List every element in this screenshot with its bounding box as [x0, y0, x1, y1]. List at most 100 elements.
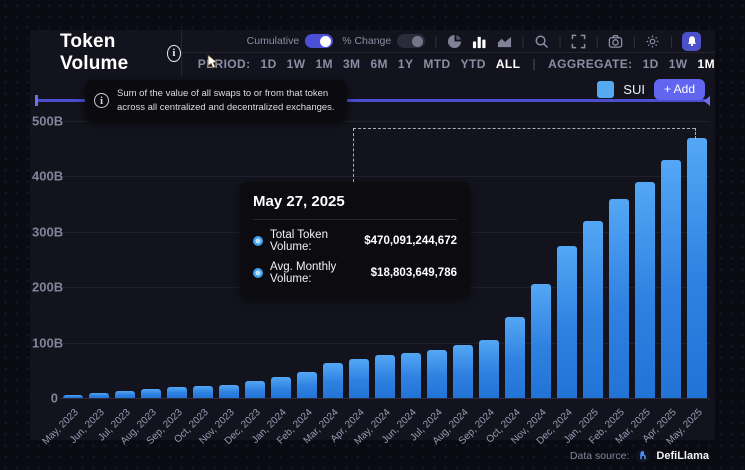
bar-feb-2025[interactable]	[609, 198, 629, 398]
aggregate-option-1w[interactable]: 1W	[668, 57, 688, 71]
bar-slot	[424, 121, 450, 398]
add-token-button[interactable]: + Add	[653, 79, 705, 100]
cumulative-toggle[interactable]: Cumulative	[247, 34, 334, 48]
bar-nov-2024[interactable]	[531, 284, 551, 398]
bar-aug-2024[interactable]	[453, 344, 473, 398]
y-tick-500B: 500B	[32, 113, 64, 129]
y-tick-300B: 300B	[32, 224, 64, 240]
period-option-3m[interactable]: 3M	[342, 57, 361, 71]
bar-slot	[294, 121, 320, 398]
bar-chart-icon[interactable]	[471, 33, 487, 49]
toolbar-divider: |	[521, 34, 525, 48]
bar-slot	[554, 121, 580, 398]
bar-jan-2024[interactable]	[271, 376, 291, 398]
bar-may-2025[interactable]	[687, 137, 707, 398]
bar-mar-2025[interactable]	[635, 181, 655, 398]
toolbar-divider: |	[669, 34, 673, 48]
legend: SUI + Add	[597, 79, 705, 100]
bar-slot	[320, 121, 346, 398]
pct-change-toggle-label: % Change	[342, 35, 392, 47]
fullscreen-icon[interactable]	[571, 33, 587, 49]
crosshair-vertical-left	[353, 128, 354, 182]
toolbar-row-top: Cumulative % Change | |	[181, 30, 715, 53]
toolbar-divider: |	[595, 34, 599, 48]
period-option-ytd[interactable]: YTD	[460, 57, 486, 71]
series-dot-icon	[253, 268, 263, 278]
bar-slot	[684, 121, 710, 398]
bar-slot	[190, 121, 216, 398]
period-option-all[interactable]: ALL	[495, 57, 521, 71]
period-option-1y[interactable]: 1Y	[397, 57, 414, 71]
bar-slot	[112, 121, 138, 398]
bar-slot	[502, 121, 528, 398]
bar-jun-2024[interactable]	[401, 352, 421, 398]
toolbar-divider: |	[632, 34, 636, 48]
bar-slot	[372, 121, 398, 398]
period-bar: PERIOD: 1D 1W 1M 3M 6M 1Y MTD YTD ALL | AGGREGAT…	[182, 53, 715, 75]
bar-slot	[164, 121, 190, 398]
aggregate-option-1m[interactable]: 1M	[697, 57, 715, 71]
bar-oct-2023[interactable]	[193, 386, 213, 398]
bar-slot	[658, 121, 684, 398]
period-option-6m[interactable]: 6M	[370, 57, 388, 71]
bar-feb-2024[interactable]	[297, 371, 317, 398]
aggregate-label: AGGREGATE:	[548, 57, 633, 71]
defillama-brand: DefiLlama	[656, 449, 709, 462]
bar-apr-2025[interactable]	[661, 159, 681, 398]
bar-jan-2025[interactable]	[583, 220, 603, 398]
bar-sep-2024[interactable]	[479, 339, 499, 398]
legend-label-sui[interactable]: SUI	[623, 82, 645, 97]
bar-apr-2024[interactable]	[349, 358, 369, 398]
gear-icon[interactable]	[645, 33, 661, 49]
info-tooltip-text: Sum of the value of all swaps to or from…	[117, 88, 335, 113]
bar-nov-2023[interactable]	[219, 384, 239, 398]
legend-swatch-sui[interactable]	[597, 81, 615, 98]
period-aggregate-divider: |	[532, 57, 537, 71]
bar-slot	[346, 121, 372, 398]
period-option-1m[interactable]: 1M	[315, 57, 333, 71]
info-icon[interactable]: i	[167, 44, 181, 62]
bell-icon[interactable]	[682, 31, 701, 51]
tooltip-row: Total Token Volume: $470,091,244,672	[253, 229, 457, 253]
aggregate-option-1d[interactable]: 1D	[642, 57, 659, 71]
tooltip-date: May 27, 2025	[253, 193, 457, 220]
brush-handle-left[interactable]	[35, 95, 38, 106]
bar-jul-2023[interactable]	[115, 391, 135, 398]
bar-oct-2024[interactable]	[505, 316, 525, 398]
toolbar-divider: |	[558, 34, 562, 48]
zoom-brush-bar[interactable]	[35, 95, 710, 106]
cumulative-toggle-switch[interactable]	[305, 34, 334, 48]
defillama-logo-icon	[635, 448, 651, 463]
pct-change-toggle[interactable]: % Change	[342, 34, 426, 48]
bar-may-2023[interactable]	[63, 395, 83, 398]
y-tick-400B: 400B	[32, 168, 64, 184]
pct-change-toggle-switch[interactable]	[397, 34, 426, 48]
bar-mar-2024[interactable]	[323, 363, 343, 398]
bar-dec-2024[interactable]	[557, 245, 577, 398]
panel-header: Token Volume i Cumulative % Change |	[30, 30, 715, 76]
info-icon-small: i	[94, 93, 109, 109]
search-icon[interactable]	[534, 33, 550, 49]
bar-sep-2023[interactable]	[167, 387, 187, 398]
bar-aug-2023[interactable]	[141, 389, 161, 398]
y-tick-100B: 100B	[32, 335, 64, 351]
bar-slot	[476, 121, 502, 398]
area-chart-icon[interactable]	[496, 33, 512, 49]
bar-may-2024[interactable]	[375, 355, 395, 398]
pie-chart-icon[interactable]	[446, 33, 462, 49]
period-option-1d[interactable]: 1D	[260, 57, 277, 71]
toolbar: Cumulative % Change | |	[181, 30, 715, 76]
y-tick-0: 0	[50, 390, 58, 406]
bar-dec-2023[interactable]	[245, 380, 265, 398]
period-option-1w[interactable]: 1W	[286, 57, 306, 71]
tooltip-row-label: Avg. Monthly Volume:	[270, 261, 337, 285]
camera-icon[interactable]	[608, 33, 624, 49]
bar-jun-2023[interactable]	[89, 393, 109, 398]
brush-handle-right[interactable]	[704, 95, 710, 106]
mouse-cursor-icon	[206, 54, 220, 74]
bar-jul-2024[interactable]	[427, 349, 447, 398]
gridline-500B	[60, 121, 710, 122]
crosshair-horizontal	[353, 128, 695, 129]
period-option-mtd[interactable]: MTD	[423, 57, 451, 71]
bar-slot	[606, 121, 632, 398]
